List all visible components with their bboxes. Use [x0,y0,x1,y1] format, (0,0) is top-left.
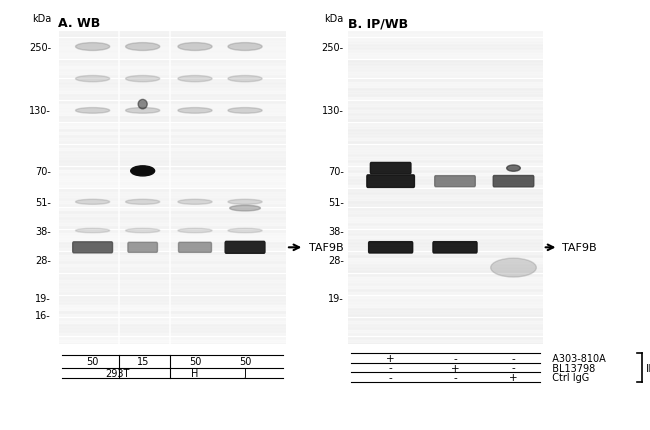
Text: IP: IP [645,362,650,373]
Ellipse shape [125,200,160,205]
Ellipse shape [228,229,262,233]
Ellipse shape [178,200,212,205]
Ellipse shape [75,200,110,205]
Text: -: - [512,353,515,363]
FancyBboxPatch shape [128,243,157,253]
Text: 51-: 51- [35,197,51,207]
Ellipse shape [178,76,212,83]
Ellipse shape [75,76,110,83]
Ellipse shape [125,76,160,83]
Text: 50: 50 [86,356,99,366]
Ellipse shape [491,258,536,277]
Ellipse shape [507,166,521,172]
FancyBboxPatch shape [367,175,415,188]
Text: 293T: 293T [105,368,130,378]
Ellipse shape [125,108,160,114]
Text: TAF9B: TAF9B [309,243,343,253]
Text: 28-: 28- [35,256,51,266]
Text: 19-: 19- [328,294,344,304]
Text: B. IP/WB: B. IP/WB [348,17,408,30]
Ellipse shape [125,43,160,51]
FancyBboxPatch shape [369,242,413,253]
FancyBboxPatch shape [433,242,477,253]
Text: Ctrl IgG: Ctrl IgG [546,372,590,382]
Text: 70-: 70- [328,166,344,176]
Ellipse shape [178,43,212,51]
Text: 51-: 51- [328,197,344,207]
Text: 15: 15 [136,356,149,366]
Text: 250-: 250- [322,43,344,52]
Ellipse shape [228,200,262,205]
FancyBboxPatch shape [179,243,211,253]
Ellipse shape [178,229,212,233]
Ellipse shape [75,108,110,114]
Text: 70-: 70- [35,166,51,176]
Text: 50: 50 [188,356,202,366]
Text: A. WB: A. WB [58,17,101,30]
Ellipse shape [125,229,160,233]
FancyBboxPatch shape [370,163,411,175]
Text: -: - [512,362,515,373]
Text: +: + [509,372,518,382]
Text: H: H [191,368,199,378]
Ellipse shape [228,108,262,114]
Text: 19-: 19- [36,294,51,304]
Ellipse shape [75,229,110,233]
Text: 130-: 130- [29,106,51,116]
Text: +: + [450,362,460,373]
Text: -: - [389,362,393,373]
Text: 50: 50 [239,356,252,366]
Ellipse shape [228,43,262,51]
Text: -: - [453,353,457,363]
Ellipse shape [229,206,261,212]
Text: TAF9B: TAF9B [562,243,597,253]
Ellipse shape [138,100,147,110]
Ellipse shape [131,166,155,176]
Text: +: + [386,353,395,363]
Text: 38-: 38- [36,226,51,236]
FancyBboxPatch shape [493,176,534,187]
FancyBboxPatch shape [435,176,475,187]
Text: 250-: 250- [29,43,51,52]
FancyBboxPatch shape [73,242,112,253]
FancyBboxPatch shape [225,242,265,254]
Text: 16-: 16- [36,310,51,320]
Text: 38-: 38- [328,226,344,236]
Text: 130-: 130- [322,106,344,116]
Ellipse shape [228,76,262,83]
Text: -: - [389,372,393,382]
Ellipse shape [178,108,212,114]
Text: 28-: 28- [328,256,344,266]
Ellipse shape [75,43,110,51]
Text: kDa: kDa [324,14,344,24]
Text: kDa: kDa [32,14,51,24]
Text: A303-810A: A303-810A [546,353,606,363]
Text: BL13798: BL13798 [546,362,595,373]
Text: J: J [244,368,246,378]
Text: -: - [453,372,457,382]
